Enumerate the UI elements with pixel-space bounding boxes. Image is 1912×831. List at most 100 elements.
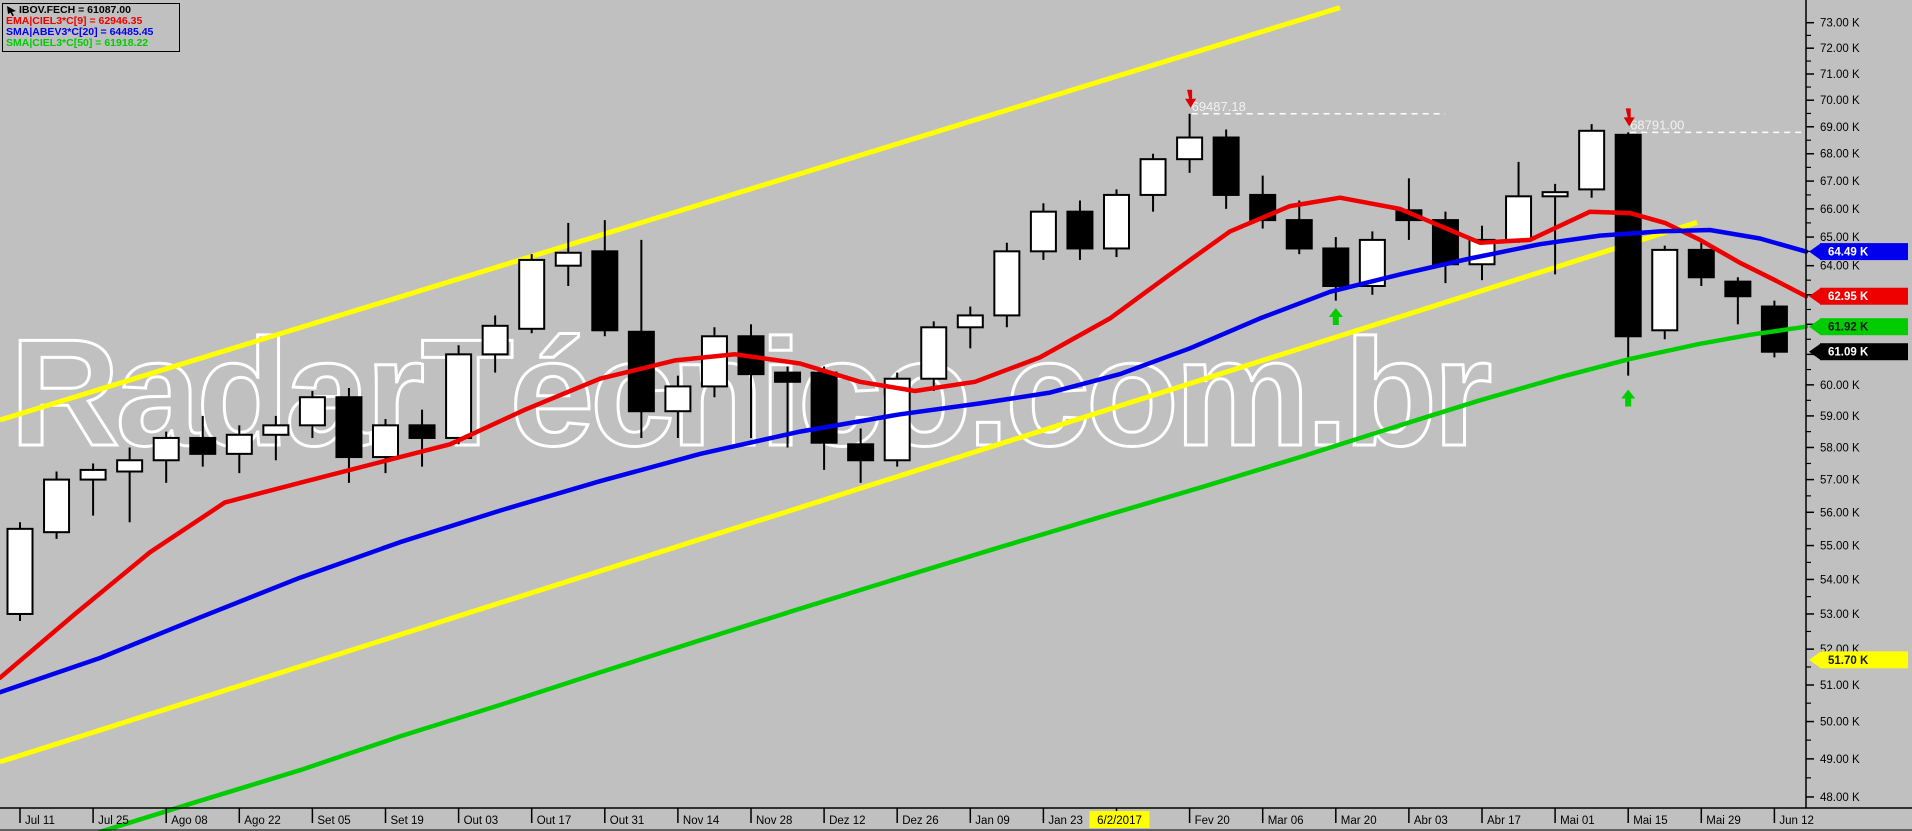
date-tick-label: Ago 22 xyxy=(244,815,280,827)
candle[interactable] xyxy=(664,375,692,438)
channel-lower-trendline[interactable] xyxy=(0,219,1698,765)
candle[interactable] xyxy=(189,415,217,467)
candle[interactable] xyxy=(1724,277,1752,325)
price-tag-body xyxy=(1820,651,1908,669)
candle[interactable] xyxy=(518,254,546,334)
date-tick-label: Jul 11 xyxy=(25,815,55,827)
candle[interactable] xyxy=(591,220,619,337)
candle-body xyxy=(847,443,875,462)
date-axis[interactable]: Jul 11 Jul 25 Ago 08 Ago 22 Set 05 Set 19 Out … xyxy=(0,807,1912,831)
price-tag-label: 51.70 K xyxy=(1828,655,1869,667)
candle-body xyxy=(518,258,546,330)
candle[interactable] xyxy=(445,345,473,445)
indicator-legend: IBOV.FECH = 61087.00 EMA|CIEL3*C[9] = 62… xyxy=(2,3,180,52)
candle[interactable] xyxy=(1176,113,1204,173)
candle[interactable] xyxy=(225,425,253,474)
price-tick-label: 69.00 K xyxy=(1820,122,1860,134)
candle[interactable] xyxy=(262,415,290,461)
candle[interactable] xyxy=(1578,124,1606,198)
sma20-line[interactable] xyxy=(0,227,1809,695)
price-axis[interactable]: 48.00 K49.00 K50.00 K51.00 K52.00 K53.00… xyxy=(1805,0,1908,808)
candle[interactable] xyxy=(6,522,34,621)
price-tick-label: 51.00 K xyxy=(1820,680,1860,692)
candle-body xyxy=(1505,195,1533,241)
candle[interactable] xyxy=(1212,129,1240,209)
price-tick-label: 65.00 K xyxy=(1820,232,1860,244)
candle[interactable] xyxy=(116,447,144,523)
price-tick-label: 59.00 K xyxy=(1820,411,1860,423)
candle-body xyxy=(1541,191,1569,198)
sell-arrow-icon xyxy=(1185,89,1197,108)
candle[interactable] xyxy=(481,315,509,373)
candle[interactable] xyxy=(1687,242,1715,287)
candle[interactable] xyxy=(372,419,399,474)
close-price-tag: 61.09 K xyxy=(1809,343,1908,361)
candle[interactable] xyxy=(1029,203,1057,260)
candle-body xyxy=(189,436,217,455)
price-tag-label: 61.92 K xyxy=(1828,322,1869,334)
ema9-line[interactable] xyxy=(0,195,1809,681)
date-tick-label: Mai 01 xyxy=(1560,815,1595,827)
price-tag-pointer xyxy=(1809,318,1821,336)
candle[interactable] xyxy=(408,409,436,467)
peak-value-label: 69487.18 xyxy=(1192,99,1246,114)
sma50-price-tag: 61.92 K xyxy=(1809,318,1908,336)
candle[interactable] xyxy=(627,239,655,438)
candle-body xyxy=(956,314,984,329)
sma20-price-tag: 64.49 K xyxy=(1809,243,1908,261)
candle[interactable] xyxy=(1322,237,1350,301)
candle-body xyxy=(1322,247,1350,288)
candle-body xyxy=(1103,193,1130,250)
date-tick-label: Jan 23 xyxy=(1048,815,1083,827)
date-tick-label: Out 31 xyxy=(610,815,645,827)
price-tag-body xyxy=(1820,343,1908,361)
price-tick-label: 49.00 K xyxy=(1820,754,1860,766)
candle[interactable] xyxy=(1614,132,1642,376)
candle[interactable] xyxy=(152,431,180,483)
candle-body xyxy=(6,527,34,615)
candle[interactable] xyxy=(335,387,363,483)
candle-body xyxy=(554,251,582,267)
candle[interactable] xyxy=(554,222,582,287)
candle[interactable] xyxy=(956,306,984,349)
candle[interactable] xyxy=(737,324,765,438)
candle-body xyxy=(774,371,802,383)
candle-body xyxy=(993,250,1021,317)
date-tick-label: Jan 09 xyxy=(975,815,1010,827)
channel-upper-trendline[interactable] xyxy=(0,5,1341,423)
sma50-line[interactable] xyxy=(97,324,1809,831)
candle[interactable] xyxy=(993,242,1021,328)
candle[interactable] xyxy=(1358,231,1386,295)
candle[interactable] xyxy=(810,366,838,470)
legend-row: SMA|ABEV3*C[20] = 64485.45 xyxy=(6,27,176,38)
candle[interactable] xyxy=(43,471,71,539)
price-tick-label: 64.00 K xyxy=(1820,261,1860,273)
candle-body xyxy=(1687,248,1715,279)
ema9-price-tag: 62.95 K xyxy=(1809,287,1908,305)
legend-row: SMA|CIEL3*C[50] = 61918.22 xyxy=(6,38,176,49)
candle[interactable] xyxy=(1285,200,1313,255)
peak-marker-may: 68791.00 xyxy=(1623,108,1806,134)
candle-body xyxy=(920,326,948,380)
date-tick-label: Mai 15 xyxy=(1633,815,1668,827)
candle-body xyxy=(262,424,290,436)
candle[interactable] xyxy=(1103,189,1130,258)
highlighted-date-background xyxy=(1089,811,1150,828)
candle[interactable] xyxy=(1505,161,1533,243)
legend-ibov-close-label: IBOV.FECH = 61087.00 xyxy=(19,4,131,16)
price-tick-label: 55.00 K xyxy=(1820,541,1860,553)
candle[interactable] xyxy=(1139,153,1167,212)
candle-body xyxy=(1578,129,1606,191)
date-tick-label: Mar 20 xyxy=(1341,815,1377,827)
candle[interactable] xyxy=(79,463,107,516)
candle[interactable] xyxy=(847,428,875,483)
legend-row: IBOV.FECH = 61087.00 xyxy=(6,5,176,16)
candle-body xyxy=(225,433,253,455)
candle[interactable] xyxy=(700,327,728,398)
candle[interactable] xyxy=(1066,200,1094,260)
candle[interactable] xyxy=(920,321,948,392)
candle[interactable] xyxy=(1651,245,1679,340)
candle[interactable] xyxy=(298,391,326,438)
price-tick-label: 56.00 K xyxy=(1820,507,1860,519)
